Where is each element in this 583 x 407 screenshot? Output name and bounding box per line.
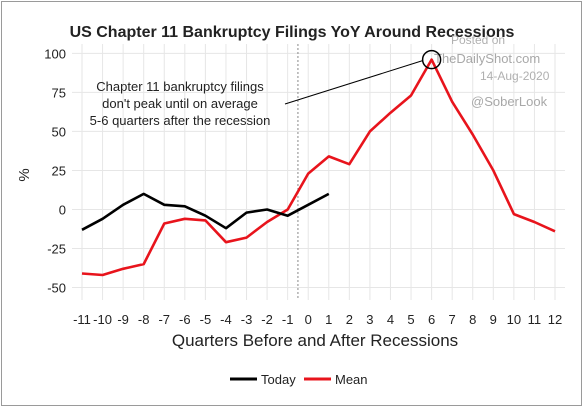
x-tick-label: 0	[305, 312, 312, 327]
x-tick-label: -6	[179, 312, 191, 327]
watermark: Posted on TheDailyShot.com 14-Aug-2020 @…	[434, 33, 550, 109]
y-axis-label: %	[16, 168, 33, 181]
x-tick-label: -1	[282, 312, 294, 327]
x-tick-label: -10	[93, 312, 112, 327]
peak-highlight-circle	[421, 49, 442, 70]
x-tick-label: -3	[241, 312, 253, 327]
annotation-line-3: 5-6 quarters after the recession	[90, 113, 271, 128]
watermark-date: 14-Aug-2020	[480, 69, 550, 83]
x-tick-label: -11	[73, 312, 91, 327]
x-tick-label: -7	[158, 312, 170, 327]
x-axis-label: Quarters Before and After Recessions	[172, 331, 458, 350]
x-tick-label: 10	[507, 312, 521, 327]
annotation: Chapter 11 bankruptcy filings don't peak…	[90, 49, 442, 128]
y-axis-ticks: -50 -25 0 25 50 75 100	[44, 46, 66, 295]
y-tick-label: 100	[44, 46, 66, 61]
x-axis-ticks: -11 -10 -9 -8 -7 -6 -5 -4 -3 -2 -1 0 1 2 3 4 5 6 7 8 9 10 11 12	[73, 312, 562, 327]
x-tick-label: 9	[490, 312, 497, 327]
x-tick-label: -8	[138, 312, 150, 327]
legend-label-today: Today	[261, 372, 296, 387]
x-tick-label: 2	[346, 312, 353, 327]
y-tick-label: 25	[52, 163, 66, 178]
x-tick-label: 5	[407, 312, 414, 327]
series-line-today	[81, 192, 330, 231]
x-tick-label: -5	[200, 312, 212, 327]
watermark-posted-on: Posted on	[451, 33, 505, 47]
x-tick-label: 1	[325, 312, 332, 327]
legend: Today Mean	[230, 372, 368, 387]
x-tick-label: 8	[469, 312, 476, 327]
x-tick-label: 6	[428, 312, 435, 327]
annotation-line-2: don't peak until on average	[102, 96, 258, 111]
x-tick-label: 4	[387, 312, 394, 327]
x-tick-label: 3	[366, 312, 373, 327]
x-tick-label: 11	[528, 312, 542, 327]
series-line-mean	[81, 58, 556, 277]
grid	[72, 44, 565, 300]
y-tick-label: 0	[59, 202, 66, 217]
x-tick-label: 7	[449, 312, 456, 327]
y-tick-label: -25	[47, 241, 66, 256]
y-tick-label: 50	[52, 124, 66, 139]
series	[81, 58, 556, 277]
plot-area	[72, 44, 565, 300]
x-tick-label: 12	[548, 312, 562, 327]
watermark-handle: @SoberLook	[471, 94, 548, 109]
annotation-pointer-line	[284, 60, 423, 105]
y-tick-label: -50	[47, 281, 66, 296]
watermark-site: TheDailyShot.com	[434, 51, 540, 66]
annotation-line-1: Chapter 11 bankruptcy filings	[96, 79, 264, 94]
x-tick-label: -9	[117, 312, 129, 327]
legend-label-mean: Mean	[335, 372, 368, 387]
x-tick-label: -4	[220, 312, 232, 327]
y-tick-label: 75	[52, 85, 66, 100]
chart-title: US Chapter 11 Bankruptcy Filings YoY Aro…	[70, 24, 515, 41]
x-tick-label: -2	[261, 312, 273, 327]
